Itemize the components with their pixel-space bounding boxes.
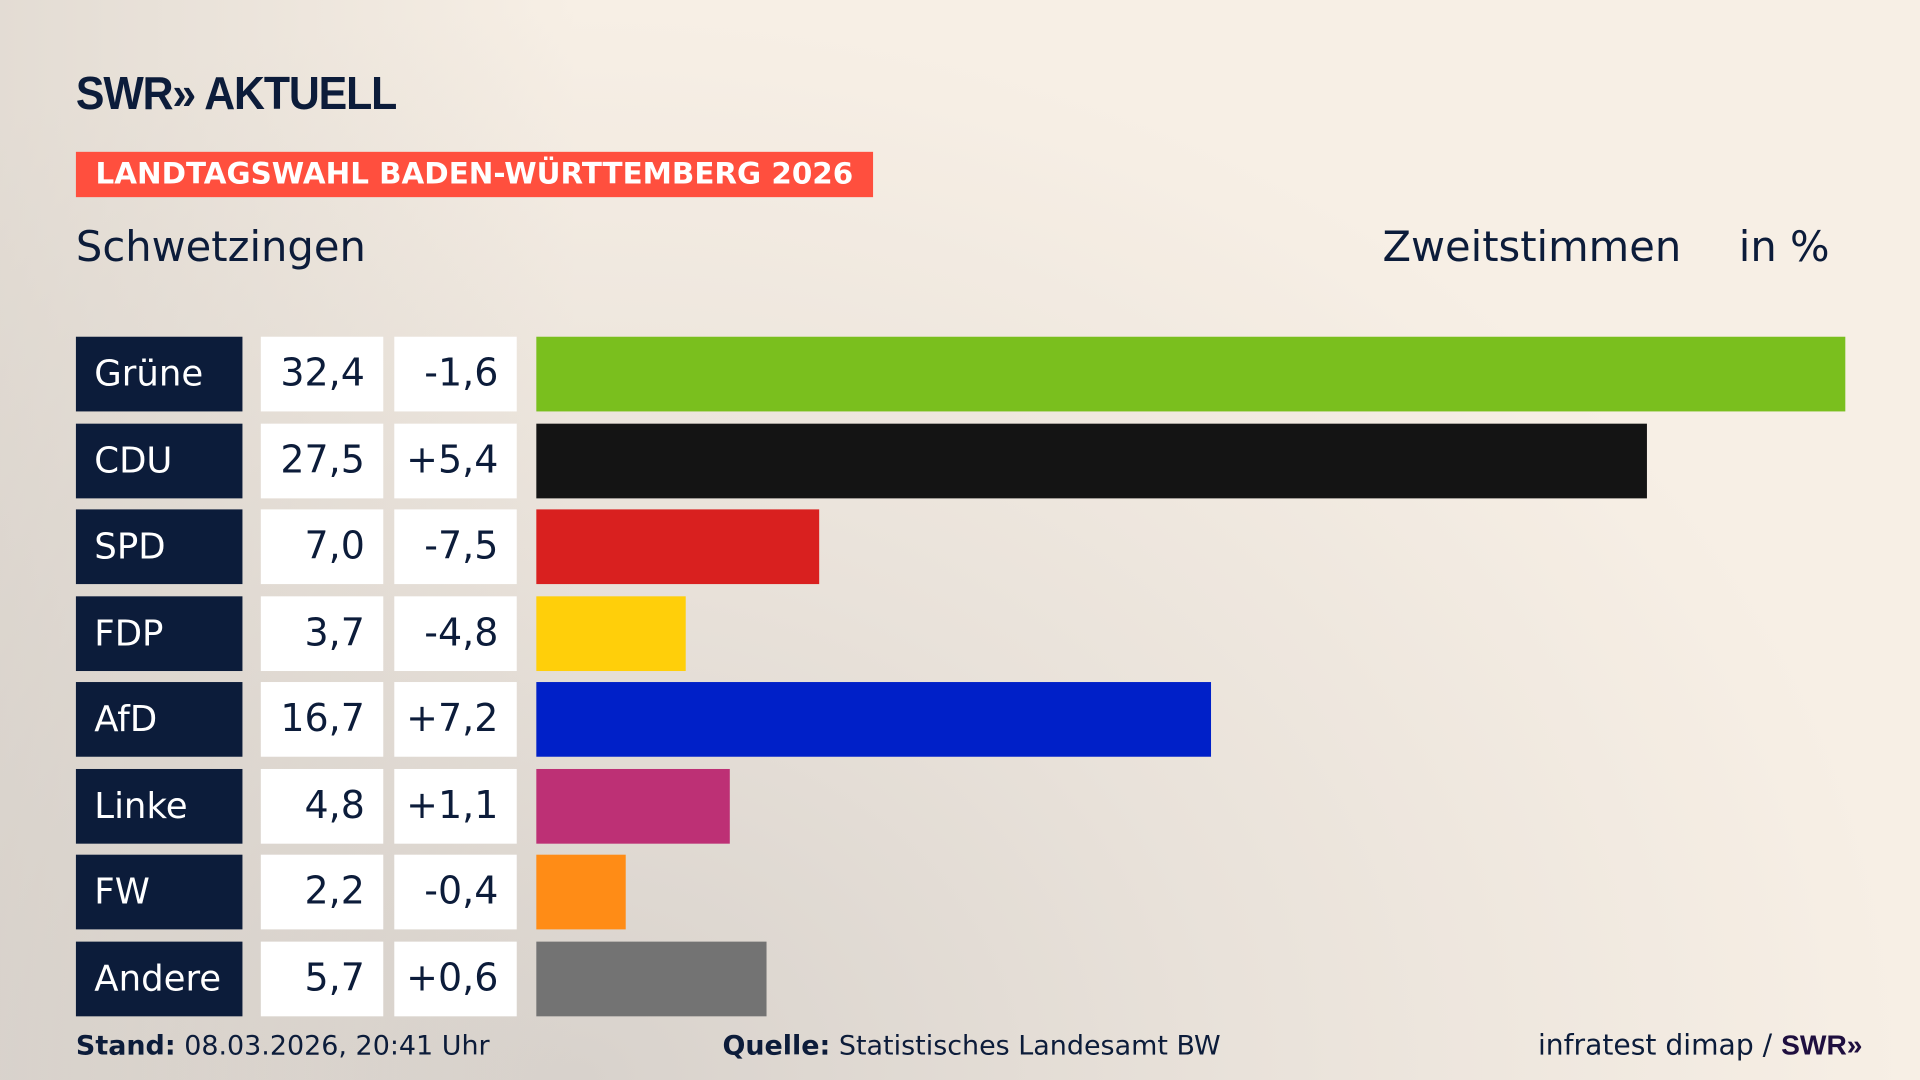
change-label: +7,2 [394, 682, 517, 757]
value-label: 27,5 [260, 423, 384, 498]
party-label: SPD [75, 509, 243, 585]
change-label: -7,5 [394, 509, 517, 585]
party-label: FW [75, 854, 243, 930]
bar [536, 336, 1846, 412]
bar [536, 682, 1212, 757]
swr-logo-small: SWR» [1781, 1028, 1863, 1061]
credit-text: infratest dimap / [1537, 1029, 1773, 1062]
value-label: 7,0 [260, 509, 384, 585]
unit-label: in % [1738, 222, 1830, 272]
change-label: +0,6 [394, 941, 517, 1016]
change-label: +5,4 [394, 423, 517, 498]
bar [536, 941, 767, 1016]
source-label: Quelle: [722, 1031, 831, 1062]
value-label: 4,8 [260, 768, 384, 844]
credit: infratest dimap / SWR» [1538, 1029, 1863, 1062]
bar [536, 595, 686, 671]
district-title: Schwetzingen [75, 222, 366, 272]
party-label: Andere [75, 941, 243, 1016]
source: Quelle: Statistisches Landesamt BW [722, 1031, 1220, 1062]
source-value: Statistisches Landesamt BW [838, 1031, 1221, 1062]
party-label: Grüne [75, 336, 243, 412]
swr-aktuell-logo: SWR» AKTUELL [75, 68, 397, 121]
value-label: 5,7 [260, 941, 384, 1016]
election-banner: LANDTAGSWAHL BADEN-WÜRTTEMBERG 2026 [75, 151, 873, 198]
party-label: CDU [75, 423, 243, 498]
value-label: 16,7 [260, 682, 384, 757]
change-label: -4,8 [394, 595, 517, 671]
bar [536, 509, 820, 585]
vote-type-label: Zweitstimmen [1382, 222, 1682, 272]
change-label: -1,6 [394, 336, 517, 412]
party-label: Linke [75, 768, 243, 844]
bar [536, 768, 731, 844]
party-label: FDP [75, 595, 243, 671]
value-label: 2,2 [260, 854, 384, 930]
bar [536, 423, 1648, 498]
bar [536, 854, 626, 930]
stand-label: Stand: [75, 1031, 176, 1062]
party-label: AfD [75, 682, 243, 757]
value-label: 3,7 [260, 595, 384, 671]
timestamp: Stand: 08.03.2026, 20:41 Uhr [76, 1031, 490, 1062]
stand-value: 08.03.2026, 20:41 Uhr [184, 1031, 490, 1062]
change-label: +1,1 [394, 768, 517, 844]
value-label: 32,4 [260, 336, 384, 412]
change-label: -0,4 [394, 854, 517, 930]
